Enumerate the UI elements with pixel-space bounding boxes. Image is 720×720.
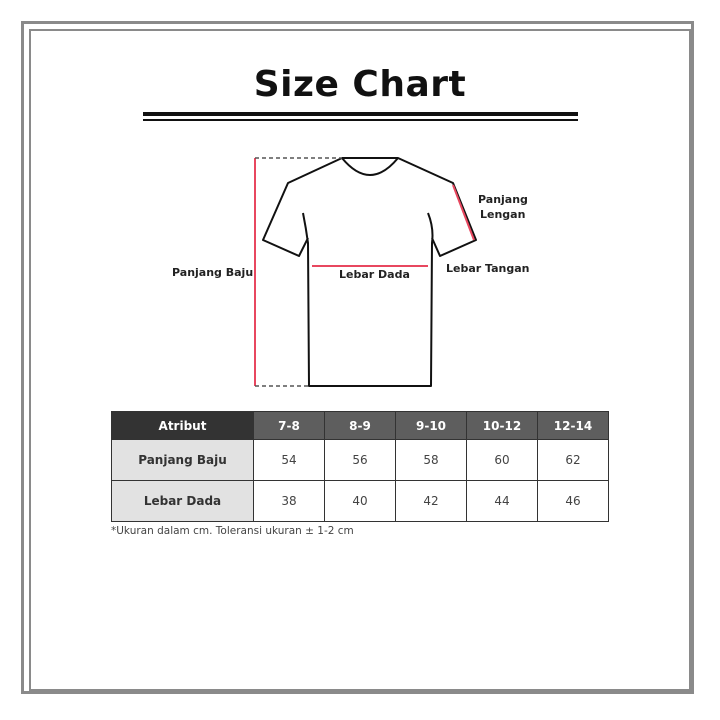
row-label: Panjang Baju (111, 439, 254, 481)
table-cell: 42 (395, 480, 467, 522)
title-underline-thin (143, 119, 578, 121)
table-cell: 40 (324, 480, 396, 522)
title-underline-thick (143, 112, 578, 116)
label-panjang-lengan-1: Panjang (478, 193, 528, 206)
table-cell: 62 (537, 439, 609, 481)
table-cell: 46 (537, 480, 609, 522)
row-label: Lebar Dada (111, 480, 254, 522)
header-cell: 8-9 (324, 411, 396, 440)
table-cell: 38 (253, 480, 325, 522)
label-panjang-baju: Panjang Baju (172, 266, 254, 279)
outer-border (21, 21, 694, 694)
header-cell: 10-12 (466, 411, 538, 440)
header-cell: 12-14 (537, 411, 609, 440)
header-cell: Atribut (111, 411, 254, 440)
inner-border (29, 29, 691, 691)
table-row: Lebar Dada 38 40 42 44 46 (111, 480, 609, 522)
table-cell: 58 (395, 439, 467, 481)
header-cell: 9-10 (395, 411, 467, 440)
table-cell: 44 (466, 480, 538, 522)
table-row: Panjang Baju 54 56 58 60 62 (111, 439, 609, 481)
page-title: Size Chart (253, 64, 467, 105)
table-header-row: Atribut 7-8 8-9 9-10 10-12 12-14 (111, 411, 609, 440)
label-panjang-lengan-2: Lengan (480, 208, 526, 221)
table-cell: 56 (324, 439, 396, 481)
panjang-lengan-line (452, 184, 475, 241)
size-note: *Ukuran dalam cm. Toleransi ukuran ± 1-2… (111, 525, 354, 537)
table-cell: 60 (466, 439, 538, 481)
size-table: Atribut 7-8 8-9 9-10 10-12 12-14 Panjang… (111, 411, 609, 522)
label-lebar-tangan: Lebar Tangan (446, 262, 530, 275)
table-cell: 54 (253, 439, 325, 481)
header-cell: 7-8 (253, 411, 325, 440)
label-lebar-dada: Lebar Dada (339, 268, 410, 281)
tshirt-outline (262, 157, 477, 387)
